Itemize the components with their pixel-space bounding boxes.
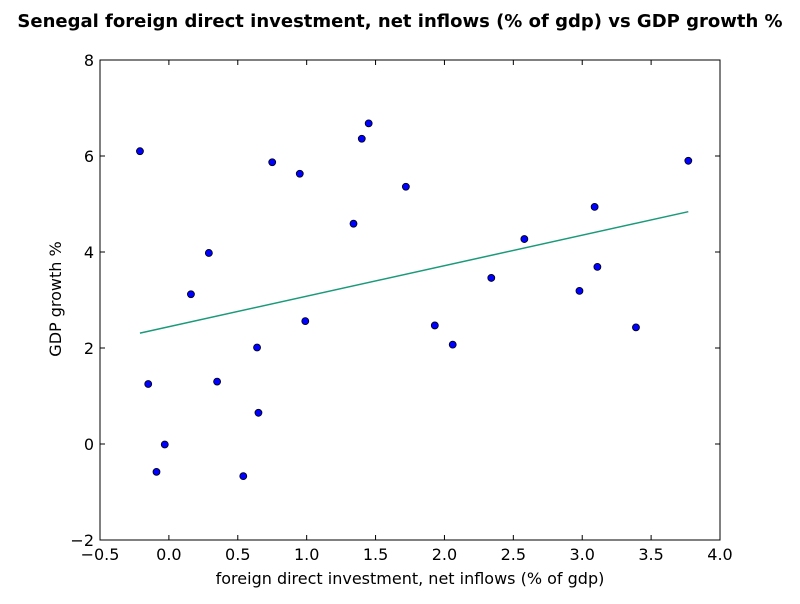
data-point [357, 134, 366, 143]
chart-title: Senegal foreign direct investment, net i… [17, 11, 782, 32]
data-point [301, 317, 310, 326]
x-tick-label: 2.5 [501, 545, 526, 564]
x-tick-label: 1.5 [363, 545, 388, 564]
data-point [152, 467, 161, 476]
y-tick-label: −2 [70, 531, 94, 550]
y-tick-label: 4 [84, 243, 94, 262]
trendline-layer [139, 210, 689, 334]
data-point [401, 182, 410, 191]
x-tick-label: 4.0 [707, 545, 732, 564]
x-tick-label: 1.0 [294, 545, 319, 564]
data-point [268, 158, 277, 167]
data-point [204, 249, 213, 257]
data-point [575, 286, 584, 295]
data-point [254, 408, 263, 417]
y-tick-label: 6 [84, 147, 94, 166]
x-tick-label: −0.5 [81, 545, 120, 564]
data-point [295, 169, 304, 178]
data-point [593, 262, 602, 271]
x-tick-label: 0.0 [156, 545, 181, 564]
data-point [136, 147, 144, 156]
data-point [213, 377, 222, 386]
y-tick-label: 2 [84, 339, 94, 358]
data-point [349, 219, 358, 228]
plot-border [99, 59, 721, 541]
data-point [144, 380, 153, 388]
data-point [239, 472, 248, 481]
data-point [590, 202, 599, 211]
data-point [684, 156, 693, 165]
data-point [632, 323, 640, 332]
x-axis-label: foreign direct investment, net inflows (… [216, 569, 605, 588]
scatter-points [136, 119, 693, 481]
x-tick-label: 3.0 [569, 545, 594, 564]
x-tick-label: 2.0 [432, 545, 457, 564]
y-axis-label: GDP growth % [46, 241, 65, 356]
axis-ticks: −0.5 0.0 0.5 1.0 1.5 2.0 2.5 3.0 3.5 4.0 −2 0 2 4 6 8 [70, 51, 732, 564]
data-point [253, 343, 261, 352]
data-point [520, 235, 529, 243]
data-point [430, 321, 439, 330]
x-tick-label: 0.5 [225, 545, 250, 564]
data-point [160, 440, 169, 449]
plot-area [100, 60, 720, 540]
data-point [448, 340, 457, 349]
data-point [487, 274, 496, 282]
y-tick-label: 8 [84, 51, 94, 70]
y-tick-label: 0 [84, 435, 94, 454]
x-tick-label: 3.5 [638, 545, 663, 564]
trendline [139, 210, 689, 334]
data-point [364, 119, 373, 128]
data-point [187, 290, 195, 299]
